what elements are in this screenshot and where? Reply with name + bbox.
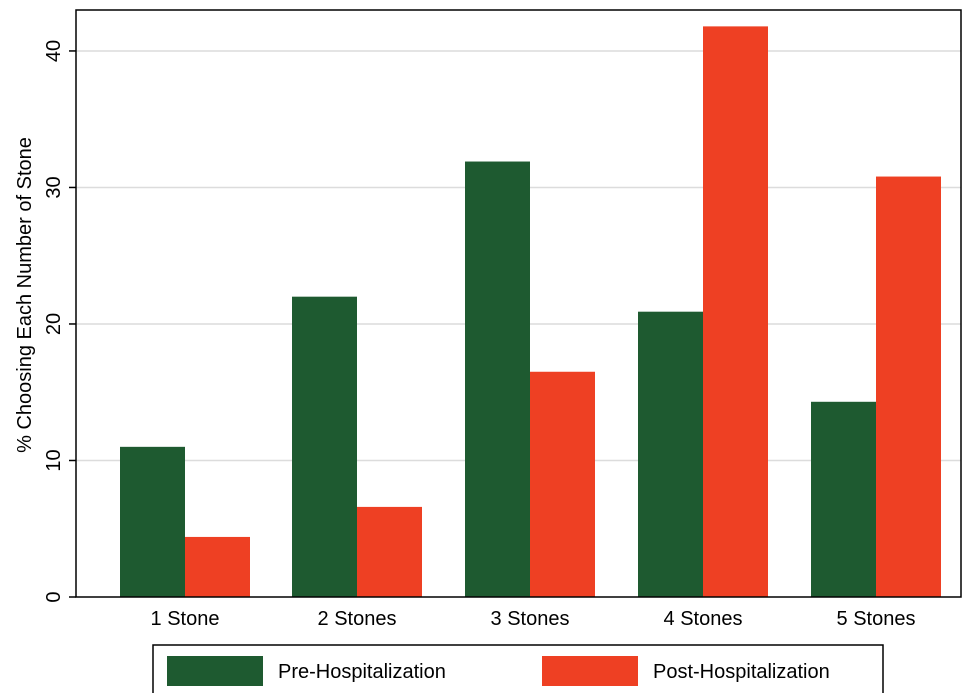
bar-post-2 xyxy=(357,506,422,597)
legend: Pre-Hospitalization Post-Hospitalization xyxy=(152,644,884,696)
legend-box xyxy=(152,644,884,696)
bar-pre-2 xyxy=(292,296,357,597)
legend-swatch-pre xyxy=(167,656,263,686)
bar-pre-3 xyxy=(465,161,530,598)
bars xyxy=(120,26,941,598)
y-tick-label: 20 xyxy=(43,313,65,335)
plot-frame xyxy=(75,9,962,598)
x-category-label: 1 Stone xyxy=(151,608,220,630)
legend-label-post: Post-Hospitalization xyxy=(653,661,830,683)
bar-pre-5 xyxy=(811,401,876,597)
x-category-label: 5 Stones xyxy=(837,608,916,630)
y-tick-label: 40 xyxy=(43,40,65,62)
legend-swatch-post xyxy=(542,656,638,686)
legend-label-pre: Pre-Hospitalization xyxy=(278,661,446,683)
x-category-label: 2 Stones xyxy=(318,608,397,630)
bar-pre-1 xyxy=(120,446,185,597)
y-tick-label: 0 xyxy=(43,591,65,602)
bar-post-3 xyxy=(530,371,595,597)
y-tick-label: 10 xyxy=(43,449,65,471)
axes: 0 10 20 30 40 1 Stone 2 Stones 3 Stones 4 Stones… xyxy=(43,9,962,630)
bar-post-1 xyxy=(185,536,250,597)
bar-pre-4 xyxy=(638,311,703,597)
y-axis-title: % Choosing Each Number of Stone xyxy=(14,137,36,453)
x-category-label: 4 Stones xyxy=(664,608,743,630)
bar-post-4 xyxy=(703,26,768,597)
x-category-label: 3 Stones xyxy=(491,608,570,630)
bar-post-5 xyxy=(876,176,941,597)
y-tick-label: 30 xyxy=(43,176,65,198)
